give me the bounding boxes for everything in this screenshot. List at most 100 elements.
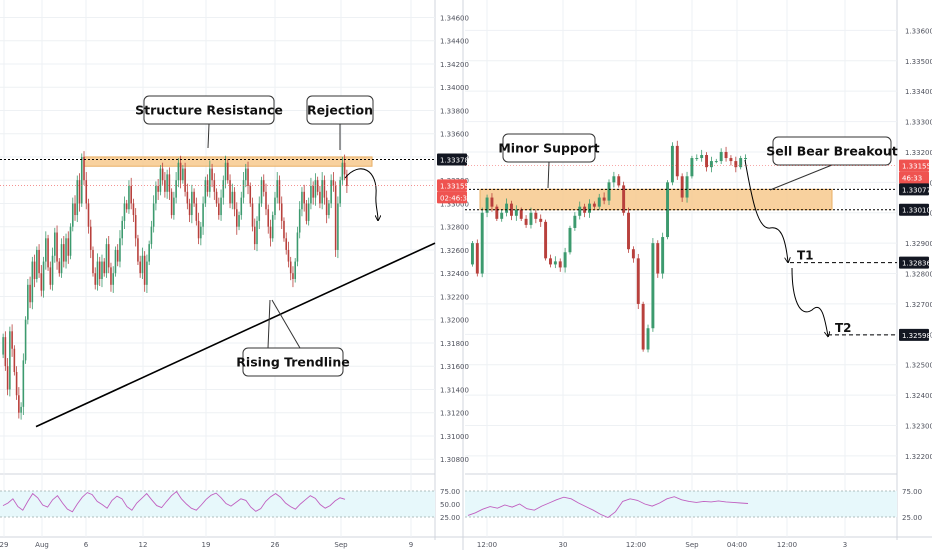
left-candle [53, 232, 56, 256]
left-candle [24, 319, 27, 361]
left-candle [298, 209, 301, 233]
left-candle [29, 284, 31, 303]
left-level-badge: 1.33378 [440, 156, 469, 164]
left-candle [206, 180, 209, 192]
right-candle [622, 185, 626, 213]
right-price-tick: 1.32500 [905, 362, 932, 370]
left-candle [78, 180, 81, 204]
left-candle [256, 220, 258, 245]
left-candle [244, 168, 247, 181]
left-candle [211, 168, 213, 181]
left-candle [119, 238, 121, 262]
left-candle [4, 337, 7, 367]
left-candle [31, 261, 34, 303]
right-candle [490, 197, 494, 207]
left-candle [334, 186, 337, 250]
left-candle [65, 238, 67, 262]
right-candle [719, 151, 723, 162]
left-candle [13, 348, 16, 372]
left-candle [184, 168, 186, 192]
left-candle [200, 226, 202, 239]
right-candle [675, 145, 679, 177]
left-candle [49, 267, 52, 285]
left-candle [132, 203, 135, 216]
right-rsi-tick: 75.00 [902, 488, 922, 496]
right-candle [592, 203, 596, 207]
left-candle [346, 174, 348, 186]
left-candle [71, 203, 74, 227]
left-candle [209, 168, 211, 192]
left-candle [125, 203, 128, 210]
left-candle [42, 261, 45, 291]
left-candle [101, 261, 103, 279]
left-candle [204, 180, 207, 204]
right-candle [470, 243, 474, 265]
right-candle [602, 197, 606, 201]
right-price-tick: 1.32400 [905, 392, 932, 400]
right-candle [480, 212, 484, 274]
left-candle [92, 249, 94, 274]
left-candle [173, 197, 175, 216]
left-candle [9, 331, 11, 390]
trendline-pointer-a [267, 299, 271, 349]
left-candle [110, 267, 112, 285]
left-candle [226, 162, 229, 181]
rising-trendline-callout-box [242, 347, 344, 377]
left-candle [177, 162, 180, 181]
left-price-tick: 1.32800 [440, 224, 469, 232]
right-candle [553, 261, 557, 265]
right-candle [495, 206, 499, 219]
left-candle [195, 203, 198, 221]
right-price-tick: 1.33200 [905, 149, 932, 157]
left-candle [98, 261, 101, 279]
left-candle [150, 226, 153, 245]
t2-label: T2 [835, 321, 852, 335]
left-countdown-badge: 02:46:33 [440, 194, 471, 202]
left-price-tick: 1.33000 [440, 200, 469, 208]
left-candle [242, 180, 245, 198]
left-candle [294, 261, 297, 279]
left-candle [105, 244, 108, 274]
left-candle [280, 203, 283, 221]
right-t2-badge: 1.32598 [902, 332, 931, 340]
left-candle [289, 261, 292, 274]
left-candle [128, 186, 130, 210]
right-zone-top-badge-bg [899, 183, 929, 196]
right-candle [724, 151, 728, 159]
left-candle [22, 360, 25, 407]
left-candle [305, 203, 308, 221]
left-candle [283, 220, 285, 239]
right-candle [631, 249, 635, 259]
right-candle [597, 197, 601, 207]
right-candle [729, 158, 733, 162]
left-time-tick: 19 [202, 541, 211, 549]
right-candle [666, 182, 669, 238]
trendline-pointer-b [271, 299, 301, 349]
left-candle [62, 244, 65, 262]
left-candle [80, 156, 83, 204]
left-candle [323, 180, 326, 198]
left-candle [258, 203, 261, 221]
left-candle [20, 406, 22, 413]
left-candle [202, 203, 204, 227]
right-candle [734, 161, 738, 168]
right-candle [714, 161, 718, 163]
left-candle [6, 366, 9, 390]
left-candle [87, 203, 90, 227]
right-candle [744, 158, 748, 160]
left-candle [45, 238, 47, 262]
left-candle [303, 191, 305, 204]
left-candle [271, 215, 274, 239]
left-price-tick: 1.32400 [440, 270, 469, 278]
left-candle [40, 273, 43, 291]
left-candle [337, 203, 339, 250]
left-candle [152, 203, 155, 227]
left-candle [157, 186, 159, 192]
minor-support-callout-pointer [547, 161, 550, 189]
left-candle [67, 238, 70, 256]
left-candle [332, 180, 335, 186]
left-rsi-band [0, 491, 435, 517]
right-candle [578, 206, 582, 216]
left-price-tick: 1.32600 [440, 247, 469, 255]
left-candle [166, 174, 168, 192]
